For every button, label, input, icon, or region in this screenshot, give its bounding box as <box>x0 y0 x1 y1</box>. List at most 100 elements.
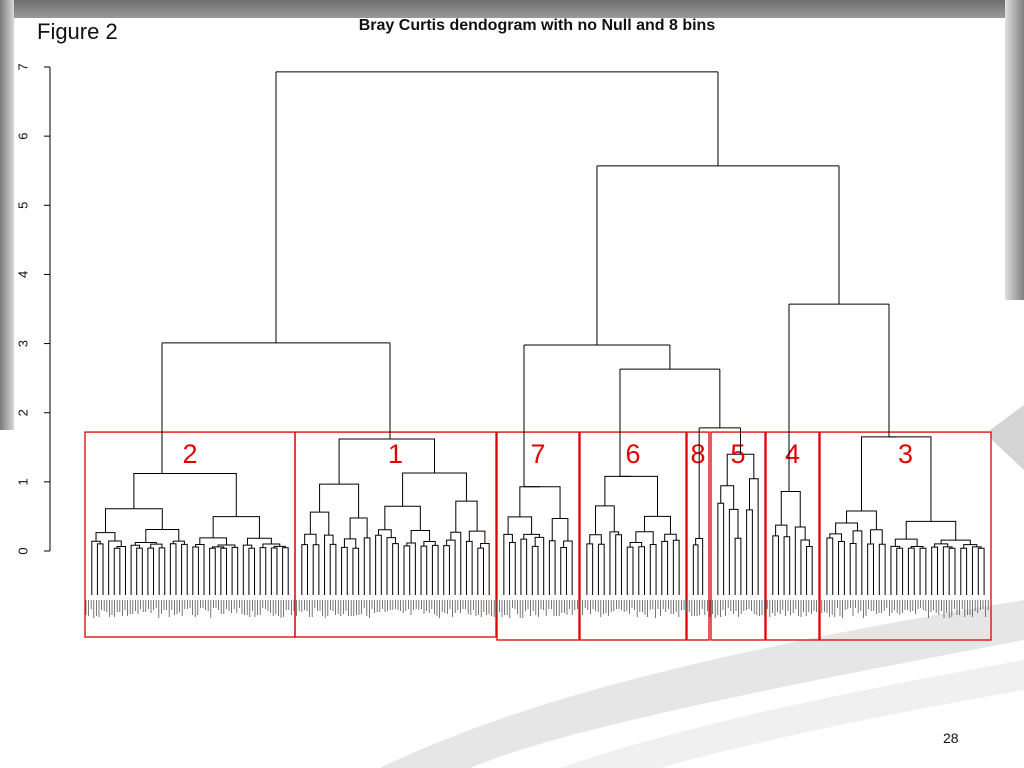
cluster-1-merge <box>329 543 337 550</box>
cluster-2-merge <box>270 547 278 550</box>
cluster-box-5 <box>710 431 766 641</box>
cluster-label-4: 4 <box>785 439 800 469</box>
cluster-4-merge <box>775 524 788 537</box>
cluster-3-merge <box>870 529 883 545</box>
cluster-6-merge <box>672 539 680 550</box>
y-tick-label: 4 <box>15 271 30 278</box>
cluster-3-merge <box>948 547 956 550</box>
y-tick-label: 6 <box>15 133 30 140</box>
cluster-6-merge <box>586 543 594 550</box>
cluster-1-merge <box>312 544 320 550</box>
cluster-1-merge <box>384 505 421 531</box>
cluster-2-merge <box>96 543 104 550</box>
cluster-2-merge <box>181 543 188 550</box>
cluster-1-merge <box>446 539 456 550</box>
y-tick-label: 2 <box>15 409 30 416</box>
cluster-3-merge <box>907 547 915 550</box>
cluster-label-7: 7 <box>530 439 545 469</box>
cluster-7-merge <box>560 546 567 550</box>
cluster-4-merge <box>794 526 806 550</box>
cluster-7-merge <box>523 533 540 540</box>
cluster-5-merge <box>720 485 735 510</box>
chart-title: Bray Curtis dendogram with no Null and 8… <box>358 17 716 34</box>
cluster-box-7 <box>496 431 580 641</box>
cluster-3-merge <box>905 520 957 541</box>
cluster-7-merge <box>520 538 528 550</box>
cluster-1-merge <box>341 546 348 550</box>
cluster-4-merge <box>780 491 801 527</box>
cluster-1-merge <box>301 544 309 550</box>
cluster-7-merge <box>534 536 545 550</box>
cluster-2-merge <box>262 543 281 548</box>
cluster-2-merge <box>130 544 140 550</box>
cluster-8-merge <box>695 538 704 550</box>
cluster-1-merge <box>477 547 484 550</box>
cluster-5-merge <box>734 537 742 550</box>
cluster-6-merge <box>604 475 658 517</box>
cluster-1-merge <box>480 543 490 550</box>
cluster-2-merge <box>133 473 237 517</box>
cluster-2-merge <box>282 547 289 550</box>
cluster-2-merge <box>192 546 199 550</box>
cluster-3-merge <box>977 547 985 550</box>
cluster-1-merge <box>349 517 368 539</box>
y-tick-label: 5 <box>15 202 30 209</box>
cluster-1-merge <box>420 545 428 550</box>
cluster-2-merge <box>209 547 216 550</box>
y-tick-label: 7 <box>15 63 30 70</box>
cluster-1-merge <box>338 438 436 485</box>
cluster-2-merge <box>259 547 267 550</box>
cluster-1-merge <box>403 545 411 550</box>
cluster-7-merge <box>548 540 556 550</box>
cluster-7-merge <box>531 545 539 550</box>
y-tick-label: 1 <box>15 478 30 485</box>
cluster-7-merge <box>519 486 561 519</box>
cluster-3-merge <box>867 543 874 550</box>
cluster-label-3: 3 <box>898 439 913 469</box>
cluster-8-merge <box>692 544 699 550</box>
y-tick-label: 3 <box>15 340 30 347</box>
figure-label: Figure 2 <box>37 19 118 44</box>
cluster-4-merge <box>772 535 779 550</box>
cluster-3-merge <box>931 546 939 550</box>
cluster-7-merge <box>563 540 573 550</box>
cluster-6-merge <box>649 544 657 550</box>
cluster-1-merge <box>431 544 439 550</box>
cluster-6-merge <box>638 546 646 550</box>
cluster-1-merge <box>309 511 330 536</box>
cluster-1-merge <box>375 534 382 550</box>
cluster-1-merge <box>319 483 360 519</box>
cluster-label-8: 8 <box>690 439 705 469</box>
cluster-1-merge <box>324 534 334 550</box>
cluster-6-merge <box>589 534 602 545</box>
cluster-4-merge <box>806 545 813 550</box>
cluster-6-merge <box>626 546 634 550</box>
cluster-3-merge <box>846 510 877 530</box>
cluster-3-merge <box>919 547 927 550</box>
cluster-3-merge <box>896 547 904 550</box>
cluster-3-merge <box>849 543 857 550</box>
cluster-2-merge <box>158 547 166 550</box>
cluster-3-merge <box>835 522 858 534</box>
cluster-7-merge <box>551 517 569 542</box>
cluster-2-merge <box>113 547 121 550</box>
cluster-2-merge <box>248 547 256 550</box>
cluster-1-merge <box>450 531 462 550</box>
cluster-6-merge <box>661 540 669 550</box>
cluster-6-merge <box>597 543 605 550</box>
cluster-7-merge <box>509 541 516 550</box>
cluster-4-merge <box>783 536 791 550</box>
cluster-5-merge <box>728 508 739 550</box>
cluster-5-merge <box>746 509 753 550</box>
cluster-2-merge <box>95 532 116 542</box>
cluster-6-merge <box>615 534 622 550</box>
cluster-box-4 <box>765 431 820 641</box>
cluster-box-8 <box>686 431 710 641</box>
cluster-7-merge <box>507 516 533 535</box>
cluster-label-2: 2 <box>182 439 197 469</box>
cluster-box-1 <box>294 431 497 638</box>
cluster-2-merge <box>169 543 177 550</box>
cluster-2-merge <box>91 540 101 550</box>
cluster-6-merge <box>595 505 615 535</box>
